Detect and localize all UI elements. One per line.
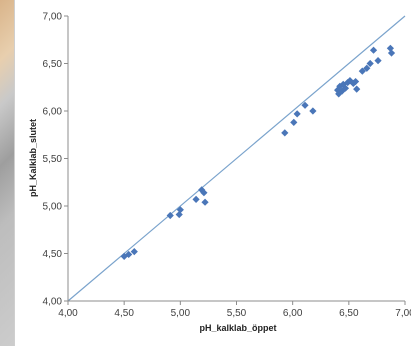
data-point xyxy=(353,85,361,93)
data-point xyxy=(290,118,298,126)
data-point xyxy=(374,57,382,65)
data-point xyxy=(281,129,289,137)
data-point xyxy=(341,84,350,92)
reference-line xyxy=(67,15,406,302)
data-point xyxy=(175,210,183,219)
y-tick-label: 6,50 xyxy=(43,59,63,70)
data-point xyxy=(125,250,133,259)
data-point xyxy=(200,189,208,197)
y-axis-title: pH_Kalklab_slutet xyxy=(28,119,38,197)
data-point xyxy=(358,67,366,75)
data-point xyxy=(386,44,394,52)
chart-panel xyxy=(15,0,411,346)
y-tick-label: 5,50 xyxy=(43,154,63,165)
x-tick-label: 6,00 xyxy=(283,308,303,319)
data-point xyxy=(192,195,200,203)
x-tick-label: 5,50 xyxy=(227,308,247,319)
data-point xyxy=(166,211,174,220)
data-point xyxy=(387,49,396,57)
y-tick-label: 6,00 xyxy=(43,107,63,118)
data-point xyxy=(369,46,378,54)
data-point xyxy=(293,110,301,118)
data-point xyxy=(344,78,352,87)
data-point xyxy=(130,248,138,256)
data-point xyxy=(176,206,184,214)
data-point xyxy=(363,64,371,72)
data-point xyxy=(366,59,374,68)
data-point xyxy=(201,198,209,206)
data-point xyxy=(301,101,309,109)
data-point xyxy=(338,87,346,95)
x-tick-label: 6,50 xyxy=(339,308,359,319)
data-point xyxy=(309,107,317,115)
data-point xyxy=(334,86,342,94)
data-point xyxy=(351,77,360,86)
y-tick-label: 7,00 xyxy=(43,12,63,23)
x-tick-label: 4,00 xyxy=(58,308,78,319)
y-tick-label: 4,50 xyxy=(43,249,63,260)
x-tick-label: 4,50 xyxy=(114,308,134,319)
y-tick-label: 4,00 xyxy=(43,297,63,308)
x-tick-label: 5,00 xyxy=(171,308,191,319)
y-tick-label: 5,00 xyxy=(43,202,63,213)
x-axis-title: pH_kalklab_öppet xyxy=(199,323,276,333)
x-tick-label: 7,00 xyxy=(395,308,411,319)
